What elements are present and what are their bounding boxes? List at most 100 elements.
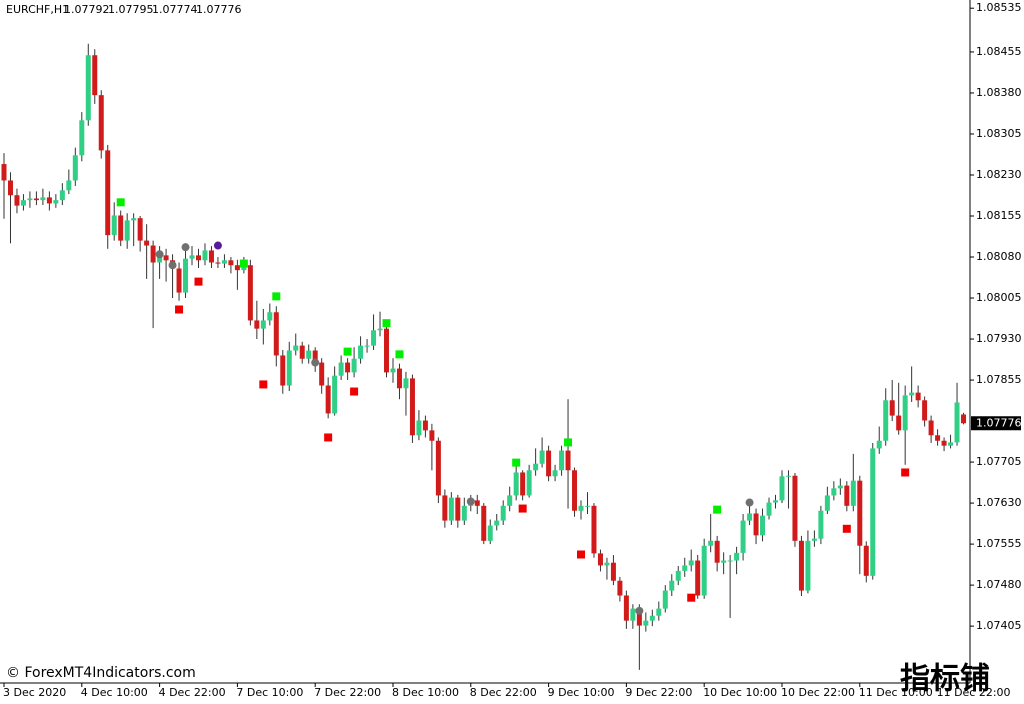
candle-body	[137, 218, 143, 241]
y-tick-label: 1.08005	[976, 291, 1022, 304]
candle-body	[695, 560, 701, 596]
signal	[842, 524, 851, 533]
candle-body	[760, 515, 766, 536]
candle-body	[66, 180, 72, 191]
signal	[155, 250, 164, 259]
candle-body	[617, 580, 623, 596]
candle-body	[33, 198, 39, 201]
y-tick-label: 1.08305	[976, 127, 1022, 140]
candle-body	[384, 328, 390, 373]
candle-body	[941, 440, 947, 446]
y-tick-label: 1.08230	[976, 168, 1022, 181]
candle-body	[306, 350, 312, 359]
candle-body	[844, 485, 850, 506]
x-tick-label: 8 Dec 10:00	[392, 686, 459, 699]
signal	[713, 505, 722, 514]
candle-body	[332, 375, 338, 414]
candle-body	[753, 513, 759, 536]
candle-body	[59, 190, 65, 201]
candle-body	[455, 497, 461, 521]
signal	[687, 593, 696, 602]
candle-body	[319, 362, 325, 386]
candle-body	[915, 392, 921, 401]
candle-body	[98, 95, 104, 151]
candle-body	[280, 355, 286, 386]
candle-body	[513, 472, 519, 496]
y-tick-label: 1.08380	[976, 86, 1022, 99]
x-tick-label: 7 Dec 22:00	[314, 686, 381, 699]
candle-body	[189, 255, 195, 259]
candle-body	[448, 497, 454, 521]
candle-body	[578, 505, 584, 511]
candle-body	[1, 164, 7, 181]
candle-body	[630, 608, 636, 621]
candle-body	[798, 540, 804, 591]
signal	[175, 305, 184, 314]
logo: 指标铺	[900, 662, 990, 697]
candle-body	[435, 440, 441, 496]
y-tick-label: 1.07555	[976, 537, 1022, 550]
candle-body	[299, 345, 305, 359]
candle-body	[740, 520, 746, 553]
y-tick-label: 1.07930	[976, 332, 1022, 345]
signal	[395, 350, 404, 359]
candle-body	[293, 345, 299, 351]
candle-body	[870, 448, 876, 576]
candle-body	[708, 540, 714, 546]
candle-body	[422, 420, 428, 431]
candle-body	[604, 562, 610, 566]
y-tick-label: 1.07405	[976, 619, 1022, 632]
candle-body	[487, 525, 493, 541]
candle-body	[338, 362, 344, 376]
candle-body	[610, 562, 616, 581]
signal	[901, 468, 910, 477]
watermark: © ForexMT4Indicators.com	[6, 665, 196, 681]
signal	[259, 380, 268, 389]
candle-body	[766, 502, 772, 516]
candle-body	[46, 197, 52, 204]
candle-body	[961, 414, 967, 424]
candle-body	[345, 362, 351, 373]
candle-body	[351, 358, 357, 373]
candle-body	[474, 500, 480, 506]
x-tick-label: 8 Dec 22:00	[470, 686, 537, 699]
candle-body	[85, 55, 91, 121]
x-tick-label: 10 Dec 10:00	[703, 686, 777, 699]
signal	[382, 319, 391, 328]
candle-body	[416, 420, 422, 436]
candle-body	[662, 590, 668, 609]
candle-body	[377, 328, 383, 331]
header-close: 1.07776	[196, 3, 242, 16]
candle-body	[546, 450, 552, 477]
y-tick-label: 1.07480	[976, 578, 1022, 591]
candle-body	[481, 505, 487, 541]
candle-body	[928, 420, 934, 436]
candle-body	[325, 385, 331, 414]
candle-body	[429, 430, 435, 441]
candle-body	[247, 265, 253, 321]
candle-body	[643, 620, 649, 626]
candle-body	[27, 198, 33, 201]
signal	[194, 277, 203, 286]
signal	[116, 198, 125, 207]
candle-body	[688, 560, 694, 566]
candle-body	[935, 435, 941, 441]
candle-body	[682, 565, 688, 571]
y-tick-label: 1.07855	[976, 373, 1022, 386]
candle-body	[176, 268, 182, 293]
candle-body	[831, 488, 837, 496]
candle-body	[286, 350, 292, 386]
candle-body	[675, 570, 681, 581]
candle-body	[260, 320, 266, 329]
candle-body	[597, 553, 603, 566]
x-tick-label: 11 Dec 10:00	[859, 686, 933, 699]
signal	[518, 504, 527, 513]
candle-body	[850, 480, 856, 506]
candle-body	[442, 495, 448, 521]
candle-body	[805, 540, 811, 591]
x-tick-label: 7 Dec 10:00	[236, 686, 303, 699]
candle-body	[520, 472, 526, 496]
candle-body	[824, 495, 830, 511]
current-price-box	[971, 416, 1021, 431]
candle-body	[183, 258, 189, 293]
